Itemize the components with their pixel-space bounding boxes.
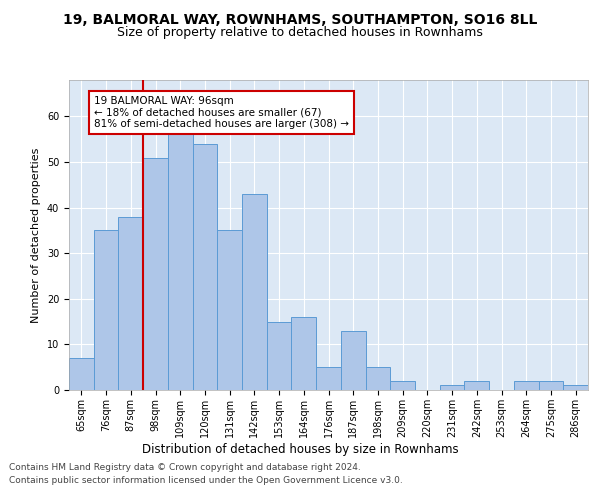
Text: Contains public sector information licensed under the Open Government Licence v3: Contains public sector information licen… xyxy=(9,476,403,485)
Text: Contains HM Land Registry data © Crown copyright and database right 2024.: Contains HM Land Registry data © Crown c… xyxy=(9,464,361,472)
Bar xyxy=(242,194,267,390)
Text: Size of property relative to detached houses in Rownhams: Size of property relative to detached ho… xyxy=(117,26,483,39)
Bar xyxy=(118,217,143,390)
Bar xyxy=(539,381,563,390)
Bar xyxy=(514,381,539,390)
Bar xyxy=(193,144,217,390)
Bar xyxy=(440,386,464,390)
Bar xyxy=(390,381,415,390)
Bar xyxy=(94,230,118,390)
Bar xyxy=(365,367,390,390)
Text: 19, BALMORAL WAY, ROWNHAMS, SOUTHAMPTON, SO16 8LL: 19, BALMORAL WAY, ROWNHAMS, SOUTHAMPTON,… xyxy=(63,12,537,26)
Text: Distribution of detached houses by size in Rownhams: Distribution of detached houses by size … xyxy=(142,442,458,456)
Bar xyxy=(292,317,316,390)
Bar xyxy=(69,358,94,390)
Text: 19 BALMORAL WAY: 96sqm
← 18% of detached houses are smaller (67)
81% of semi-det: 19 BALMORAL WAY: 96sqm ← 18% of detached… xyxy=(94,96,349,129)
Bar xyxy=(168,130,193,390)
Bar xyxy=(341,330,365,390)
Bar xyxy=(143,158,168,390)
Bar xyxy=(464,381,489,390)
Bar xyxy=(267,322,292,390)
Bar xyxy=(316,367,341,390)
Bar xyxy=(563,386,588,390)
Y-axis label: Number of detached properties: Number of detached properties xyxy=(31,148,41,322)
Bar xyxy=(217,230,242,390)
